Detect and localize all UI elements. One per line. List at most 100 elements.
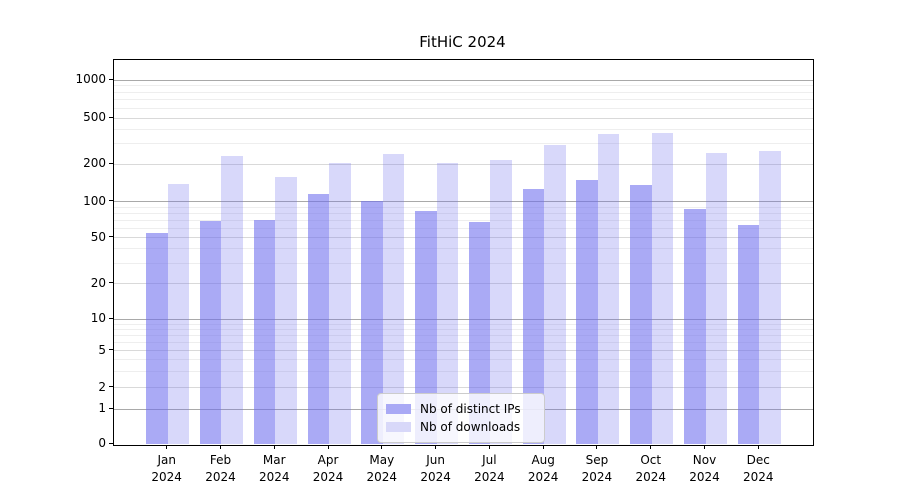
y-tick-mark bbox=[109, 386, 113, 388]
gridline-major bbox=[114, 318, 813, 320]
y-tick-label-200: 200 bbox=[83, 156, 106, 171]
gridline-major bbox=[114, 79, 813, 81]
gridline-mid bbox=[114, 163, 813, 165]
gridline-minor bbox=[114, 334, 813, 336]
bar-distinct-ips-mar bbox=[253, 220, 276, 445]
y-tick-mark bbox=[109, 200, 113, 202]
x-tick-label-feb: Feb 2024 bbox=[205, 453, 236, 484]
chart-title: FitHiC 2024 bbox=[419, 33, 506, 51]
x-tick-mark bbox=[596, 444, 598, 449]
y-tick-mark bbox=[109, 162, 113, 164]
y-tick-mark bbox=[109, 442, 113, 444]
bar-distinct-ips-may bbox=[361, 201, 383, 445]
bar-distinct-ips-aug bbox=[522, 188, 545, 445]
legend: Nb of distinct IPs Nb of downloads bbox=[377, 393, 545, 443]
gridline-mid bbox=[114, 387, 813, 389]
y-tick-label-10: 10 bbox=[90, 311, 106, 326]
legend-swatch-downloads bbox=[386, 422, 411, 432]
gridline-minor bbox=[114, 248, 813, 250]
y-tick-label-1000: 1000 bbox=[75, 72, 106, 86]
x-tick-label-nov: Nov 2024 bbox=[689, 453, 720, 484]
bar-downloads-oct bbox=[651, 133, 674, 445]
legend-row: Nb of distinct IPs bbox=[386, 401, 536, 417]
x-tick-mark bbox=[219, 444, 221, 449]
bar-downloads-dec bbox=[759, 151, 781, 445]
x-tick-mark bbox=[704, 444, 705, 449]
gridline-minor bbox=[114, 262, 813, 264]
x-tick-mark bbox=[435, 444, 437, 449]
x-tick-label-jul: Jul 2024 bbox=[474, 453, 505, 484]
bar-downloads-may bbox=[382, 154, 405, 445]
gridline-minor bbox=[114, 370, 813, 372]
gridline-minor bbox=[114, 91, 813, 93]
bar-distinct-ips-dec bbox=[737, 224, 760, 445]
x-tick-label-mar: Mar 2024 bbox=[258, 453, 290, 484]
y-tick-label-500: 500 bbox=[83, 110, 106, 124]
bar-downloads-jul bbox=[490, 159, 512, 445]
bar-distinct-ips-jan bbox=[146, 232, 168, 445]
bar-downloads-nov bbox=[705, 153, 727, 445]
gridline-minor bbox=[114, 99, 813, 101]
y-tick-mark bbox=[109, 317, 113, 319]
plot-area: Nb of distinct IPs Nb of downloads bbox=[113, 59, 814, 446]
gridline-minor bbox=[114, 128, 813, 130]
x-tick-label-jun: Jun 2024 bbox=[420, 453, 451, 484]
y-tick-mark bbox=[109, 282, 113, 284]
x-tick-label-apr: Apr 2024 bbox=[312, 453, 344, 484]
bar-downloads-sep bbox=[597, 134, 620, 445]
y-tick-label-1: 1 bbox=[98, 401, 106, 416]
bar-downloads-jun bbox=[436, 162, 459, 445]
gridline-minor bbox=[114, 143, 813, 145]
y-tick-label-2: 2 bbox=[98, 379, 106, 394]
bar-downloads-jan bbox=[167, 183, 190, 445]
x-tick-mark bbox=[650, 444, 652, 449]
gridline-minor bbox=[114, 323, 813, 325]
bar-distinct-ips-feb bbox=[199, 220, 222, 445]
y-tick-mark bbox=[109, 78, 113, 80]
y-tick-mark bbox=[109, 236, 113, 237]
bar-distinct-ips-oct bbox=[630, 184, 652, 445]
legend-label: Nb of distinct IPs bbox=[420, 402, 521, 416]
y-tick-mark bbox=[109, 116, 113, 118]
x-tick-mark bbox=[542, 444, 544, 449]
y-tick-label-50: 50 bbox=[90, 229, 106, 244]
bar-distinct-ips-apr bbox=[307, 194, 330, 445]
bar-distinct-ips-sep bbox=[576, 180, 598, 445]
y-tick-label-0: 0 bbox=[98, 436, 106, 451]
gridline-minor bbox=[114, 206, 813, 208]
bar-distinct-ips-nov bbox=[684, 208, 706, 445]
gridline-minor bbox=[114, 85, 813, 87]
y-tick-label-100: 100 bbox=[83, 193, 106, 208]
gridline-mid bbox=[114, 237, 813, 238]
gridline-minor bbox=[114, 328, 813, 330]
gridline-mid bbox=[114, 283, 813, 285]
x-tick-mark bbox=[273, 444, 275, 449]
x-tick-mark bbox=[488, 444, 490, 449]
x-tick-mark bbox=[166, 444, 168, 449]
x-tick-mark bbox=[381, 444, 383, 449]
gridline-minor bbox=[114, 212, 813, 214]
x-tick-label-dec: Dec 2024 bbox=[742, 453, 774, 484]
y-tick-label-5: 5 bbox=[98, 342, 106, 357]
legend-row: Nb of downloads bbox=[386, 419, 536, 435]
y-tick-mark bbox=[109, 407, 113, 409]
legend-swatch-distinct-ips bbox=[386, 404, 411, 414]
bar-distinct-ips-jun bbox=[415, 210, 437, 445]
x-tick-label-sep: Sep 2024 bbox=[581, 453, 613, 484]
gridline-minor bbox=[114, 107, 813, 109]
x-tick-label-aug: Aug 2024 bbox=[527, 453, 559, 484]
bar-downloads-mar bbox=[275, 177, 297, 445]
x-tick-label-jan: Jan 2024 bbox=[151, 453, 182, 484]
x-tick-label-may: May 2024 bbox=[366, 453, 398, 484]
gridline-mid bbox=[114, 117, 813, 119]
y-tick-mark bbox=[109, 349, 113, 351]
gridline-minor bbox=[114, 227, 813, 229]
gridline-minor bbox=[114, 341, 813, 343]
gridline-major bbox=[114, 201, 813, 203]
bar-downloads-apr bbox=[329, 162, 351, 445]
bar-downloads-feb bbox=[221, 155, 243, 445]
y-tick-label-20: 20 bbox=[90, 275, 106, 290]
bar-distinct-ips-jul bbox=[468, 221, 491, 445]
bar-downloads-aug bbox=[544, 145, 566, 445]
